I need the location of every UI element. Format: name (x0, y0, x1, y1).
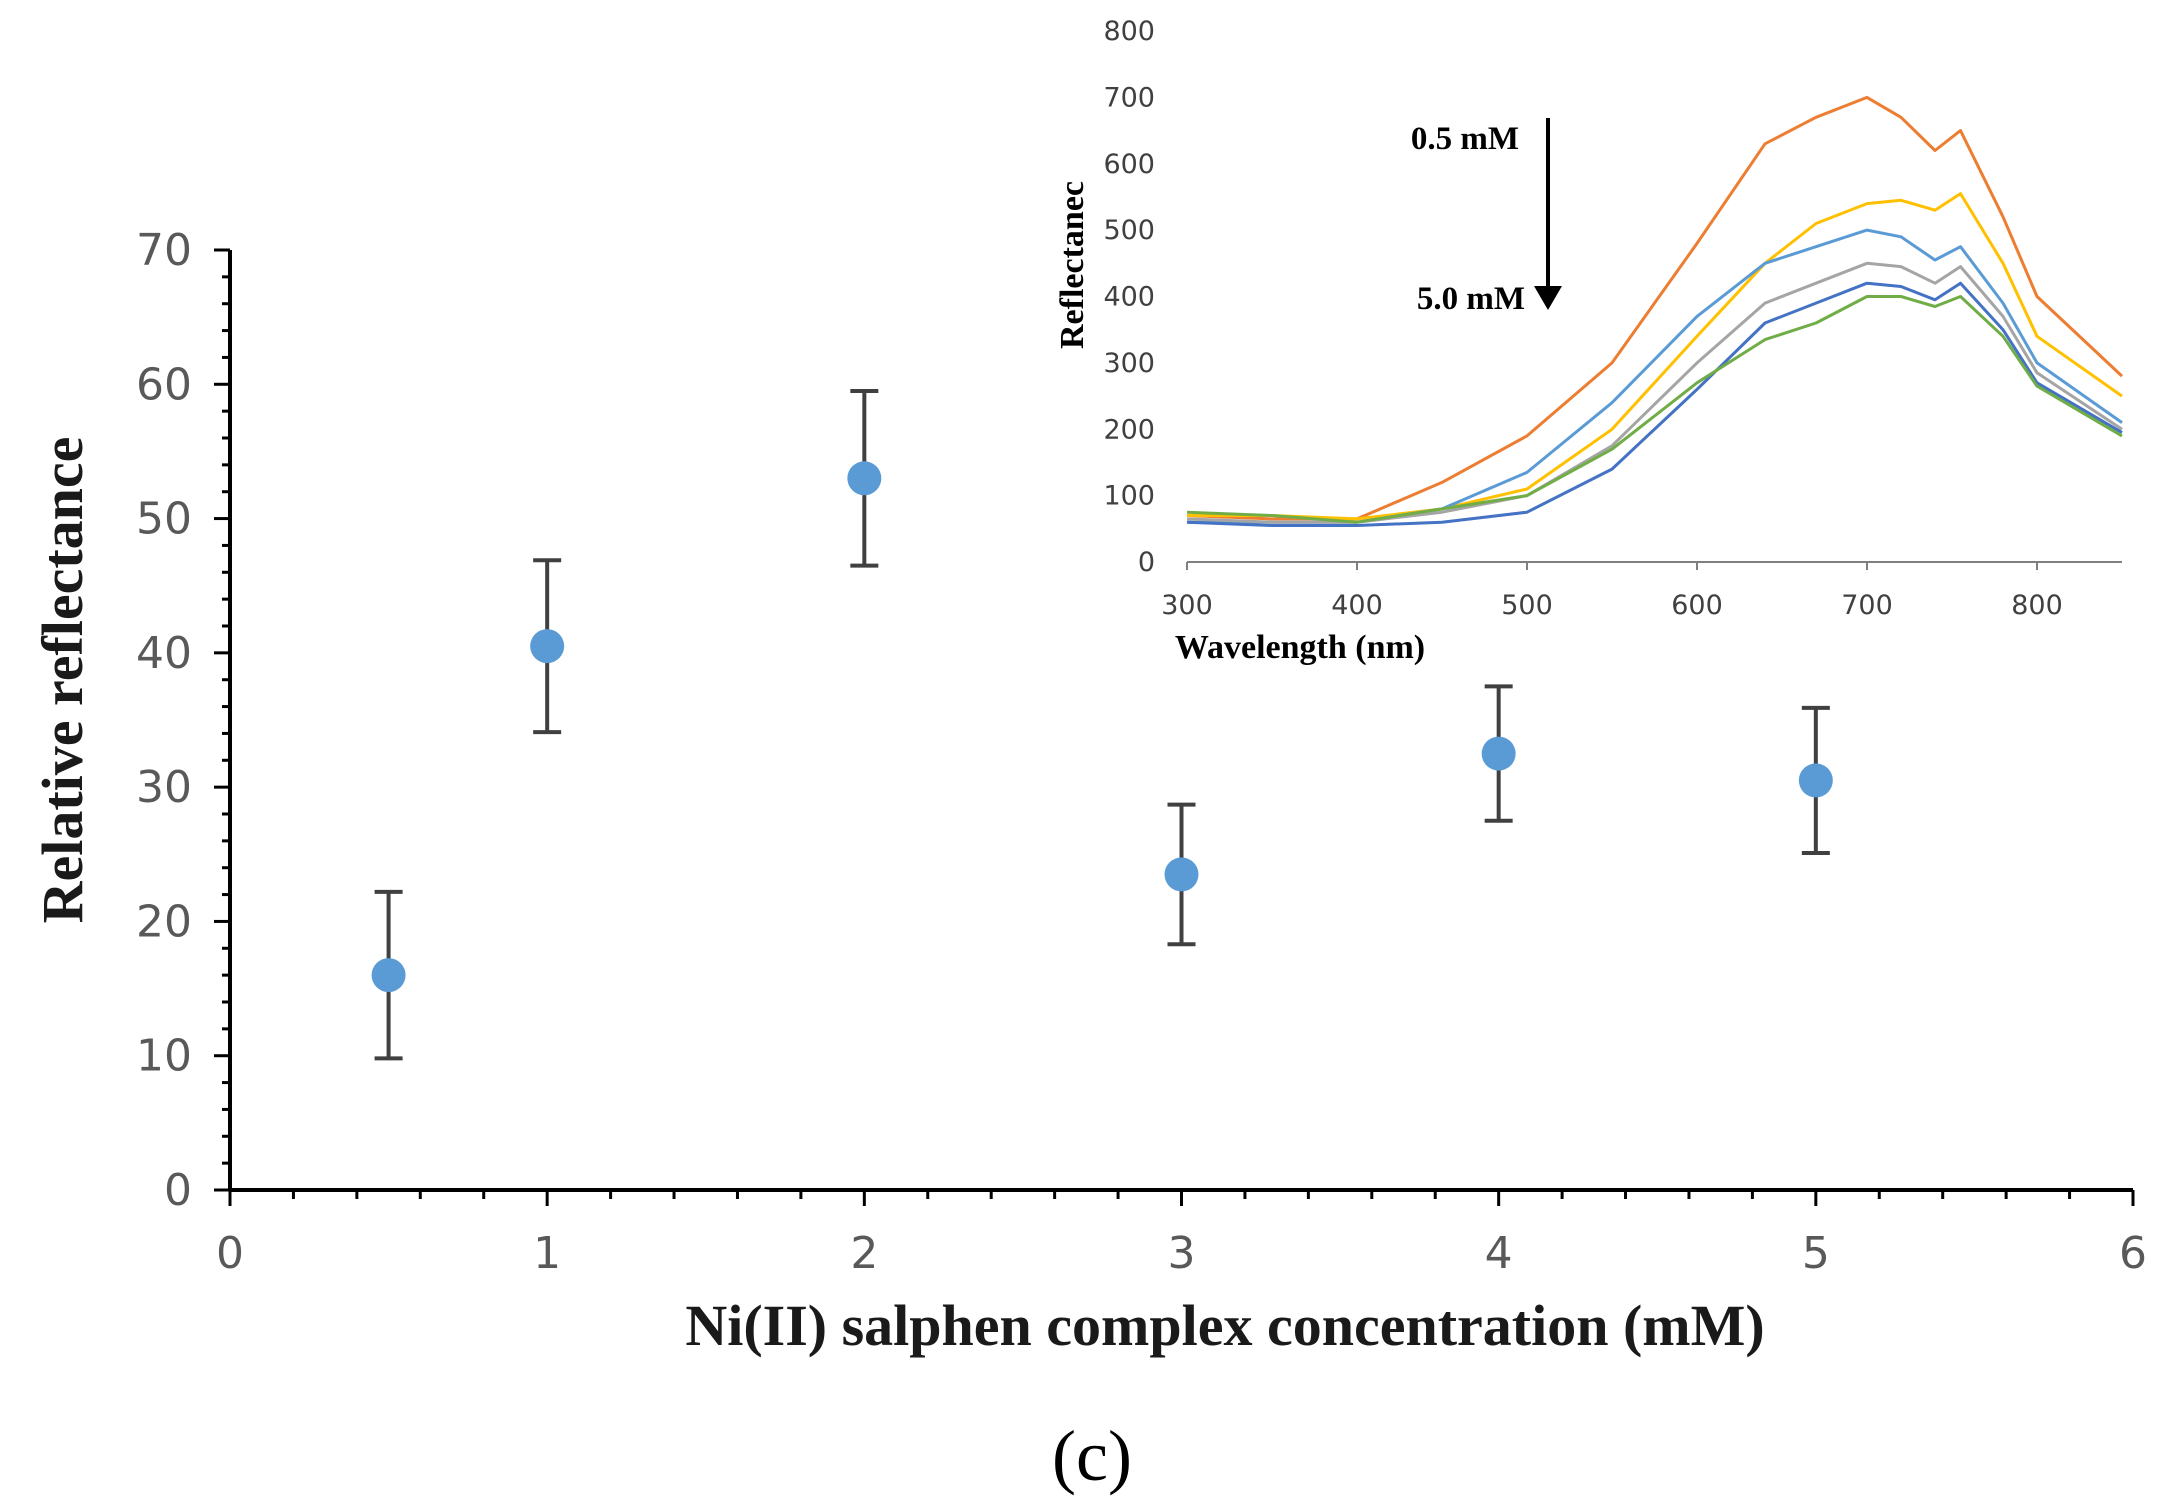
inset-y-tick-label: 500 (1103, 215, 1155, 246)
inset-y-tick-label: 700 (1103, 82, 1155, 113)
data-point (1798, 763, 1833, 798)
main-x-tick-label: 2 (850, 1228, 878, 1279)
main-y-tick-label: 20 (136, 896, 192, 947)
main-x-tick-label: 6 (2119, 1228, 2147, 1279)
main-y-tick-label: 60 (136, 359, 192, 410)
arrow-bottom-label: 5.0 mM (1417, 281, 1525, 317)
main-y-tick-label: 10 (136, 1031, 192, 1082)
main-x-tick-label: 3 (1168, 1228, 1196, 1279)
inset-x-tick-label: 700 (1841, 590, 1893, 621)
concentration-arrow-head (1534, 286, 1562, 310)
data-point (530, 629, 565, 664)
main-y-axis-title: Relative reflectance (30, 437, 95, 924)
inset-x-tick-label: 400 (1331, 590, 1383, 621)
inset-series-line (1186, 95, 2124, 521)
inset-y-axis-title: Reflectanec (1054, 181, 1091, 349)
inset-x-tick-label: 800 (2011, 590, 2063, 621)
main-x-axis-title: Ni(II) salphen complex concentration (mM… (685, 1293, 1764, 1358)
inset-chart: 0 100 200 300 400 500 600 700 800 300 400 500 600 700… (1054, 16, 2124, 666)
data-point (1481, 736, 1516, 771)
main-axes (214, 248, 2135, 1206)
inset-x-tick-label: 600 (1671, 590, 1723, 621)
inset-x-axis-title: Wavelength (nm) (1175, 629, 1425, 666)
inset-series-line (1186, 261, 2123, 524)
arrow-top-label: 0.5 mM (1411, 121, 1519, 157)
data-point (847, 461, 882, 496)
inset-y-tick-label: 100 (1103, 481, 1155, 512)
main-y-tick-label: 40 (136, 628, 192, 679)
main-y-tick-label: 30 (136, 762, 192, 813)
main-y-tick-label: 70 (136, 225, 192, 276)
inset-tick-labels: 0 100 200 300 400 500 600 700 800 300 400 500 600 700… (1103, 16, 2062, 621)
inset-series-line (1186, 281, 2123, 527)
main-x-tick-label: 1 (533, 1228, 561, 1279)
inset-x-tick-label: 500 (1501, 590, 1553, 621)
main-x-tick-label: 0 (216, 1228, 244, 1279)
panel-label: (c) (1052, 1416, 1132, 1496)
data-point (371, 958, 406, 993)
inset-y-tick-label: 800 (1103, 16, 1155, 47)
main-y-tick-label: 0 (164, 1165, 192, 1216)
inset-y-tick-label: 600 (1103, 149, 1155, 180)
concentration-arrow-annotation: 0.5 mM 5.0 mM (1411, 118, 1562, 317)
inset-y-tick-label: 0 (1138, 547, 1155, 578)
main-y-tick-label: 50 (136, 494, 192, 545)
inset-spectra-lines (1186, 95, 2124, 527)
main-x-tick-label: 5 (1802, 1228, 1830, 1279)
inset-series-line (1186, 295, 2123, 524)
data-point (1164, 857, 1199, 892)
main-data-points (371, 461, 1833, 993)
inset-x-tick-label: 300 (1161, 590, 1213, 621)
inset-axes (1186, 561, 2122, 570)
main-x-tick-label: 4 (1485, 1228, 1513, 1279)
inset-y-tick-label: 200 (1103, 414, 1155, 445)
inset-y-tick-label: 400 (1103, 282, 1155, 313)
inset-y-tick-label: 300 (1103, 348, 1155, 379)
inset-series-line (1187, 192, 2123, 521)
